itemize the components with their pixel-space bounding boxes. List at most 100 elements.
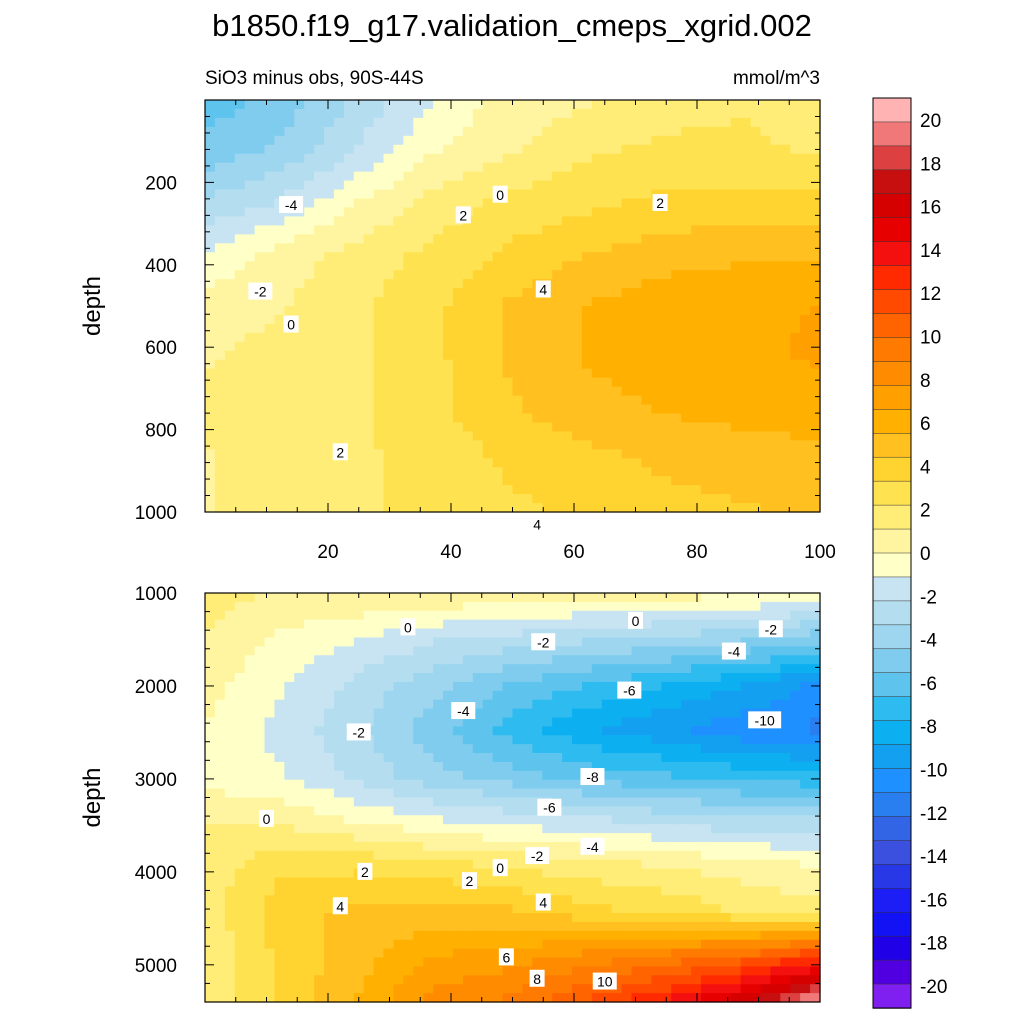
field-cell (304, 467, 315, 477)
field-cell (572, 359, 583, 370)
x-tick-label: 20 (317, 542, 338, 563)
field-cell (403, 189, 414, 200)
field-cell (324, 395, 335, 406)
field-cell (443, 162, 454, 173)
field-cell (462, 467, 474, 477)
field-cell (740, 681, 752, 692)
field-cell (671, 377, 682, 388)
field-cell (324, 690, 335, 701)
field-cell (214, 467, 226, 477)
field-cell (234, 646, 246, 656)
field-cell (601, 189, 613, 200)
field-cell (294, 135, 305, 146)
field-cell (205, 637, 216, 647)
field-cell (581, 413, 593, 424)
field-cell (343, 841, 355, 852)
field-cell (710, 180, 722, 191)
field-cell (671, 503, 682, 513)
field-cell (343, 422, 355, 432)
field-cell (393, 368, 404, 379)
field-cell (294, 332, 305, 343)
field-cell (413, 350, 424, 361)
field-cell (452, 664, 464, 674)
field-cell (413, 270, 424, 280)
field-cell (492, 467, 504, 477)
field-cell (472, 690, 484, 701)
field-cell (214, 593, 226, 603)
field-cell (205, 815, 216, 825)
field-cell (304, 144, 315, 155)
field-cell (353, 601, 365, 612)
field-cell (760, 494, 771, 504)
field-cell (492, 699, 504, 710)
field-cell (324, 359, 335, 370)
field-cell (720, 440, 732, 450)
field-cell (482, 726, 494, 736)
field-cell (373, 440, 385, 450)
field-cell (224, 108, 236, 119)
field-cell (681, 593, 692, 603)
field-cell (661, 252, 672, 262)
field-cell (234, 868, 246, 879)
field-cell (423, 779, 434, 790)
field-cell (800, 189, 811, 200)
field-cell (700, 377, 712, 388)
field-cell (363, 646, 375, 656)
field-cell (353, 610, 365, 621)
field-cell (710, 297, 722, 307)
field-cell (800, 306, 811, 316)
field-cell (482, 189, 494, 200)
field-cell (601, 162, 613, 173)
field-cell (810, 815, 821, 825)
field-cell (343, 868, 355, 879)
field-cell (333, 332, 345, 343)
field-cell (581, 699, 593, 710)
field-cell (750, 485, 762, 495)
field-cell (363, 449, 375, 459)
field-cell (452, 850, 464, 861)
field-cell (810, 681, 821, 692)
field-cell (264, 761, 276, 772)
field-cell (601, 153, 613, 164)
field-cell (641, 144, 652, 155)
field-cell (472, 815, 484, 825)
field-cell (254, 717, 266, 727)
field-cell (730, 673, 742, 683)
field-cell (750, 216, 762, 226)
field-cell (621, 270, 633, 280)
field-cell (284, 377, 295, 388)
field-cell (462, 664, 474, 674)
field-cell (403, 377, 414, 388)
field-cell (661, 234, 672, 244)
field-cell (621, 395, 633, 406)
field-cell (681, 779, 692, 790)
field-cell (284, 476, 295, 486)
field-cell (333, 735, 345, 745)
field-cell (214, 841, 226, 852)
field-cell (452, 234, 464, 244)
field-cell (760, 180, 771, 191)
field-cell (591, 288, 603, 298)
field-cell (522, 306, 533, 316)
field-cell (304, 100, 315, 110)
field-cell (443, 117, 454, 128)
field-cell (800, 359, 811, 370)
field-cell (333, 681, 345, 692)
field-cell (214, 877, 226, 888)
field-cell (393, 108, 404, 119)
field-cell (284, 699, 295, 710)
field-cell (403, 297, 414, 307)
field-cell (353, 180, 365, 191)
field-cell (542, 440, 553, 450)
field-cell (760, 386, 771, 397)
field-cell (641, 377, 652, 388)
field-cell (780, 144, 791, 155)
field-cell (591, 815, 603, 825)
field-cell (681, 494, 692, 504)
field-cell (333, 135, 345, 146)
field-cell (433, 243, 444, 253)
field-cell (730, 368, 742, 379)
field-cell (800, 180, 811, 191)
field-cell (730, 619, 742, 630)
field-cell (691, 761, 702, 772)
